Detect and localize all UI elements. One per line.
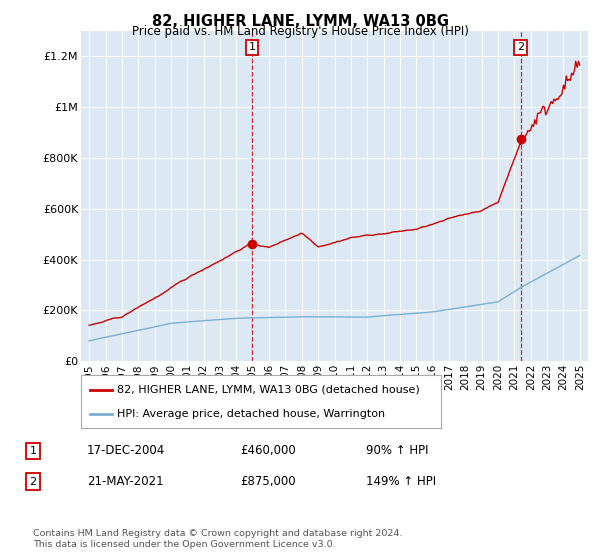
Text: 2: 2 [517, 43, 524, 52]
Text: Price paid vs. HM Land Registry's House Price Index (HPI): Price paid vs. HM Land Registry's House … [131, 25, 469, 38]
Text: 2: 2 [29, 477, 37, 487]
Text: 90% ↑ HPI: 90% ↑ HPI [366, 444, 428, 458]
Text: £875,000: £875,000 [240, 475, 296, 488]
Text: HPI: Average price, detached house, Warrington: HPI: Average price, detached house, Warr… [117, 409, 385, 419]
Text: 149% ↑ HPI: 149% ↑ HPI [366, 475, 436, 488]
Text: £460,000: £460,000 [240, 444, 296, 458]
Text: 21-MAY-2021: 21-MAY-2021 [87, 475, 164, 488]
Text: 1: 1 [29, 446, 37, 456]
Text: 17-DEC-2004: 17-DEC-2004 [87, 444, 165, 458]
Text: 82, HIGHER LANE, LYMM, WA13 0BG (detached house): 82, HIGHER LANE, LYMM, WA13 0BG (detache… [117, 385, 420, 395]
Text: 1: 1 [248, 43, 256, 52]
Text: 82, HIGHER LANE, LYMM, WA13 0BG: 82, HIGHER LANE, LYMM, WA13 0BG [151, 14, 449, 29]
Text: Contains HM Land Registry data © Crown copyright and database right 2024.
This d: Contains HM Land Registry data © Crown c… [33, 529, 403, 549]
